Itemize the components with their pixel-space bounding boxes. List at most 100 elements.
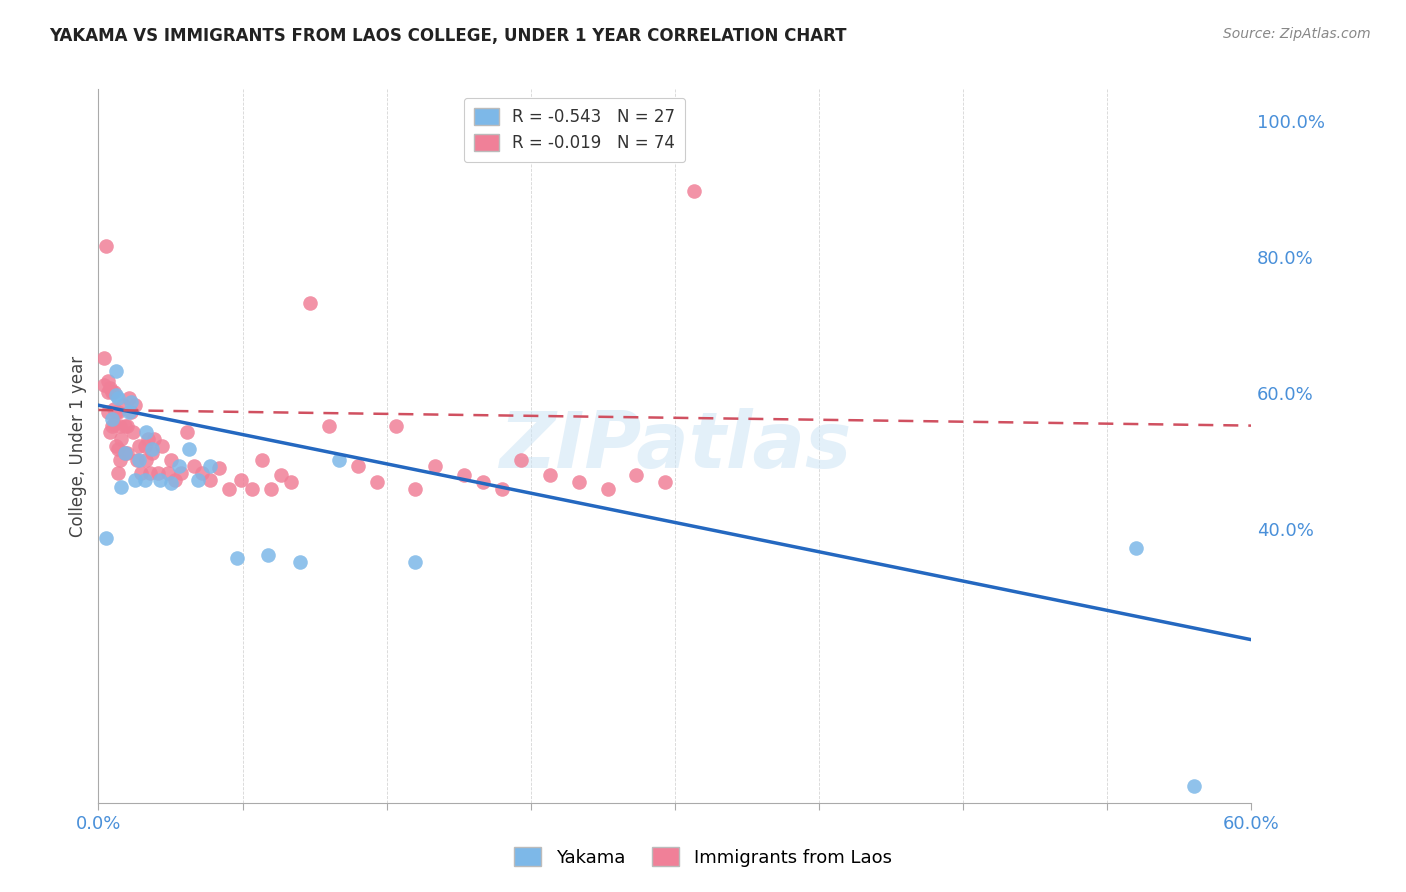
Point [191,466,214,480]
Point [104,439,127,453]
Point [366,475,388,489]
Point [225,551,247,566]
Point [124,473,146,487]
Point [328,452,350,467]
Point [98,425,121,440]
Point [101,418,124,433]
Point [270,468,292,483]
Point [250,452,273,467]
Point [298,296,321,310]
Point [104,388,127,402]
Point [165,473,187,487]
Point [290,555,312,569]
Point [108,452,131,467]
Y-axis label: College, Under 1 year: College, Under 1 year [69,355,87,537]
Point [135,452,157,467]
Point [117,418,138,433]
Text: 100.0%: 100.0% [1257,114,1324,132]
Point [1182,779,1205,793]
Point [122,425,145,440]
Text: 60.0%: 60.0% [1257,386,1313,404]
Point [141,446,163,460]
Point [134,473,156,487]
Point [120,405,142,419]
Point [103,417,125,431]
Point [97,384,120,399]
Point [156,466,179,480]
Point [107,392,129,406]
Point [129,466,152,480]
Point [141,442,163,457]
Point [176,425,198,440]
Point [146,466,169,480]
Point [240,482,263,496]
Point [101,412,124,426]
Point [107,466,129,480]
Point [94,238,117,252]
Point [124,398,146,412]
Point [138,432,160,446]
Point [107,442,129,457]
Point [125,452,148,467]
Point [112,398,135,412]
Point [491,482,513,496]
Legend: Yakama, Immigrants from Laos: Yakama, Immigrants from Laos [508,840,898,874]
Point [318,418,340,433]
Point [160,476,183,491]
Point [260,482,283,496]
Point [405,482,427,496]
Point [405,555,427,569]
Point [104,405,127,419]
Point [346,459,368,474]
Point [1125,541,1147,555]
Point [135,425,157,440]
Point [134,439,156,453]
Point [108,418,131,433]
Point [149,473,172,487]
Point [423,459,446,474]
Point [104,364,127,378]
Point [97,375,120,389]
Legend: R = -0.543   N = 27, R = -0.019   N = 74: R = -0.543 N = 27, R = -0.019 N = 74 [464,97,686,162]
Point [117,446,138,460]
Point [229,473,252,487]
Point [118,392,141,406]
Point [128,452,150,467]
Point [114,418,136,433]
Point [183,459,205,474]
Point [114,446,136,460]
Point [150,439,173,453]
Point [114,446,136,460]
Point [683,184,706,198]
Point [118,405,141,419]
Text: ZIPatlas: ZIPatlas [499,408,851,484]
Point [177,442,200,457]
Point [110,432,132,446]
Point [218,482,240,496]
Text: 40.0%: 40.0% [1257,522,1315,540]
Point [101,384,124,399]
Text: 80.0%: 80.0% [1257,250,1313,268]
Point [626,468,648,483]
Point [198,473,221,487]
Point [98,381,121,395]
Point [256,548,278,562]
Point [160,452,183,467]
Point [596,482,619,496]
Point [93,377,115,392]
Point [170,466,193,480]
Point [103,384,125,399]
Point [139,466,162,480]
Point [93,351,115,365]
Point [107,405,129,419]
Point [103,401,125,416]
Point [198,459,221,474]
Point [385,418,408,433]
Point [654,475,676,489]
Point [120,394,142,409]
Point [471,475,494,489]
Point [568,475,591,489]
Point [167,459,190,474]
Point [510,452,533,467]
Text: YAKAMA VS IMMIGRANTS FROM LAOS COLLEGE, UNDER 1 YEAR CORRELATION CHART: YAKAMA VS IMMIGRANTS FROM LAOS COLLEGE, … [49,27,846,45]
